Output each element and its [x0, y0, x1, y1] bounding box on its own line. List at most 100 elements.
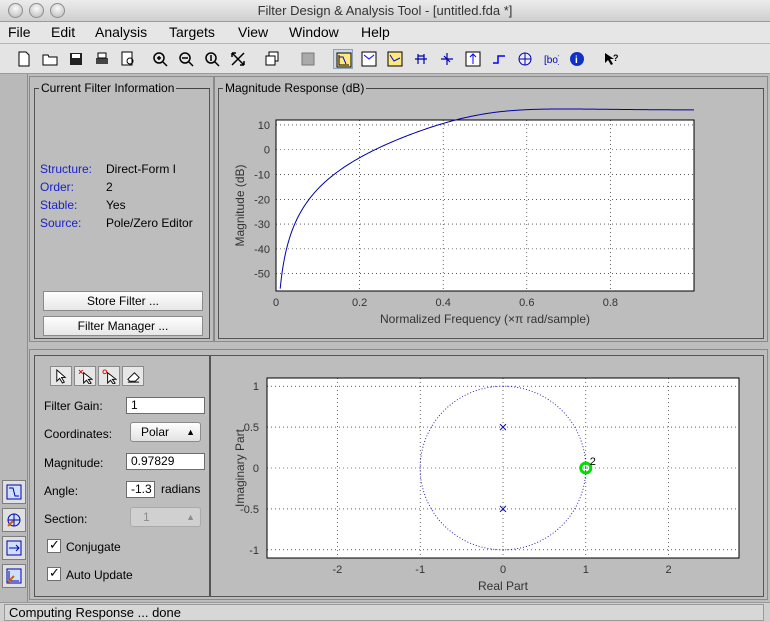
step-response-icon	[493, 55, 505, 64]
print-preview-button[interactable]	[118, 49, 138, 69]
eraser-tool-button[interactable]	[122, 366, 144, 386]
magnitude-response-panel: Magnitude Response (dB)	[218, 81, 764, 339]
pz-y-tick-label: -0.5	[240, 504, 259, 516]
full-view-icon	[231, 52, 245, 66]
section-label: Section:	[44, 512, 88, 526]
design-filter-icon	[6, 484, 22, 500]
open-file-button[interactable]	[40, 49, 60, 69]
menu-view[interactable]: View	[238, 24, 269, 40]
add-pole-icon	[78, 369, 93, 384]
add-pole-tool-button[interactable]	[74, 366, 96, 386]
pz-x-tick-label: -1	[415, 564, 425, 576]
minimize-window-button[interactable]	[29, 3, 44, 18]
magnitude-x-axis-label: Normalized Frequency (×π rad/sample)	[380, 312, 590, 326]
import-filter-mode-button[interactable]	[2, 564, 26, 588]
magnitude-x-tick-label: 0	[273, 297, 279, 309]
phase-delay-button[interactable]	[437, 49, 457, 69]
pole-zero-plot-button[interactable]	[515, 49, 535, 69]
magnitude-y-tick-label: -30	[254, 219, 270, 231]
source-label: Source:	[40, 216, 82, 230]
zoom-x-icon	[179, 52, 194, 67]
magnitude-response-button[interactable]	[333, 49, 353, 69]
conjugate-checkbox[interactable]	[47, 537, 61, 553]
filter-information-icon: i	[570, 52, 584, 66]
order-label: Order:	[40, 180, 75, 194]
arrow-pointer-icon	[56, 369, 67, 384]
pz-x-tick-label: 2	[666, 564, 672, 576]
section-arrows-icon: ▲	[186, 512, 195, 522]
magnitude-phase-button[interactable]	[385, 49, 405, 69]
filter-information-button[interactable]: i	[567, 49, 587, 69]
menu-edit[interactable]: Edit	[51, 24, 76, 40]
menu-window[interactable]: Window	[289, 24, 339, 40]
structure-label: Structure:	[40, 162, 93, 176]
up-down-arrows-icon: ▲	[186, 427, 195, 437]
save-button[interactable]	[66, 49, 86, 69]
magnitude-response-line	[279, 108, 694, 289]
store-filter-button[interactable]: Store Filter ...	[43, 291, 203, 311]
menu-analysis[interactable]: Analysis	[95, 24, 148, 40]
status-bar: Computing Response ... done	[0, 602, 770, 622]
magnitude-y-tick-label: 10	[258, 120, 270, 132]
save-icon	[70, 53, 82, 65]
pz-y-tick-label: -1	[249, 545, 259, 557]
status-text: Computing Response ... done	[4, 604, 764, 621]
magnitude-response-chart[interactable]: 0 0.2 0.4 0.6 0.8 10 0 -10 -20 -30 -40 -50 Normalize…	[218, 100, 764, 338]
pole-marker	[499, 423, 507, 431]
group-delay-button[interactable]	[411, 49, 431, 69]
print-button[interactable]	[92, 49, 112, 69]
transform-filter-mode-button[interactable]	[2, 536, 26, 560]
zoom-y-button[interactable]	[202, 49, 222, 69]
magnitude-response-icon	[336, 52, 352, 68]
auto-update-checkbox[interactable]	[47, 565, 61, 581]
angle-input[interactable]: -1.3	[126, 481, 155, 498]
filter-gain-input[interactable]: 1	[126, 397, 205, 414]
menu-bar: File Edit Analysis Targets View Window H…	[0, 22, 770, 44]
svg-text:[bo]: [bo]	[544, 55, 559, 66]
transform-filter-icon	[6, 540, 22, 556]
full-view-button[interactable]	[228, 49, 248, 69]
zoom-in-button[interactable]	[150, 49, 170, 69]
current-filter-info-panel: Current Filter Information	[34, 81, 210, 339]
close-window-button[interactable]	[8, 3, 23, 18]
impulse-response-button[interactable]	[463, 49, 483, 69]
zero-multiplicity-label: 2	[590, 456, 596, 468]
pz-x-axis-label: Real Part	[478, 579, 529, 593]
filter-manager-button[interactable]: Filter Manager ...	[43, 316, 203, 336]
new-file-button[interactable]	[14, 49, 34, 69]
pz-x-tick-label: -2	[332, 564, 342, 576]
filter-coefficients-icon: [bo]	[544, 55, 559, 66]
select-tool-button[interactable]	[50, 366, 72, 386]
pole-zero-plot[interactable]: -2 -1 0 1 2 1 0.5 0 -0.5 -1 2 Real Part Imaginary Pa…	[210, 355, 764, 597]
design-mode-sidebar	[0, 74, 28, 602]
menu-help[interactable]: Help	[361, 24, 390, 40]
menu-file[interactable]: File	[8, 24, 31, 40]
step-response-button[interactable]	[489, 49, 509, 69]
coordinates-dropdown[interactable]: Polar ▲	[130, 422, 201, 442]
pole-zero-editor-mode-button[interactable]	[2, 508, 26, 532]
add-zero-tool-button[interactable]	[98, 366, 120, 386]
coordinates-label: Coordinates:	[44, 427, 113, 441]
send-to-figure-button[interactable]	[298, 49, 318, 69]
phase-response-button[interactable]	[359, 49, 379, 69]
zoom-window-button[interactable]	[50, 3, 65, 18]
coordinates-value: Polar	[141, 425, 170, 439]
filter-coefficients-button[interactable]: [bo]	[541, 49, 561, 69]
import-filter-icon	[6, 568, 22, 584]
new-figure-button[interactable]	[262, 49, 282, 69]
title-bar: Filter Design & Analysis Tool - [untitle…	[0, 0, 770, 22]
window-title: Filter Design & Analysis Tool - [untitle…	[257, 3, 513, 18]
stable-label: Stable:	[40, 198, 78, 212]
magnitude-y-tick-label: 0	[264, 145, 270, 157]
whats-this-help-button[interactable]: ?	[601, 49, 621, 69]
toolbar: [bo] i ?	[0, 44, 770, 74]
magnitude-phase-icon	[387, 51, 403, 67]
add-zero-icon	[102, 369, 117, 384]
zoom-x-button[interactable]	[176, 49, 196, 69]
section-dropdown[interactable]: 1 ▲	[130, 507, 201, 527]
menu-targets[interactable]: Targets	[169, 24, 215, 40]
magnitude-input[interactable]: 0.97829	[126, 453, 205, 470]
design-filter-mode-button[interactable]	[2, 480, 26, 504]
angle-unit-label: radians	[161, 482, 201, 496]
